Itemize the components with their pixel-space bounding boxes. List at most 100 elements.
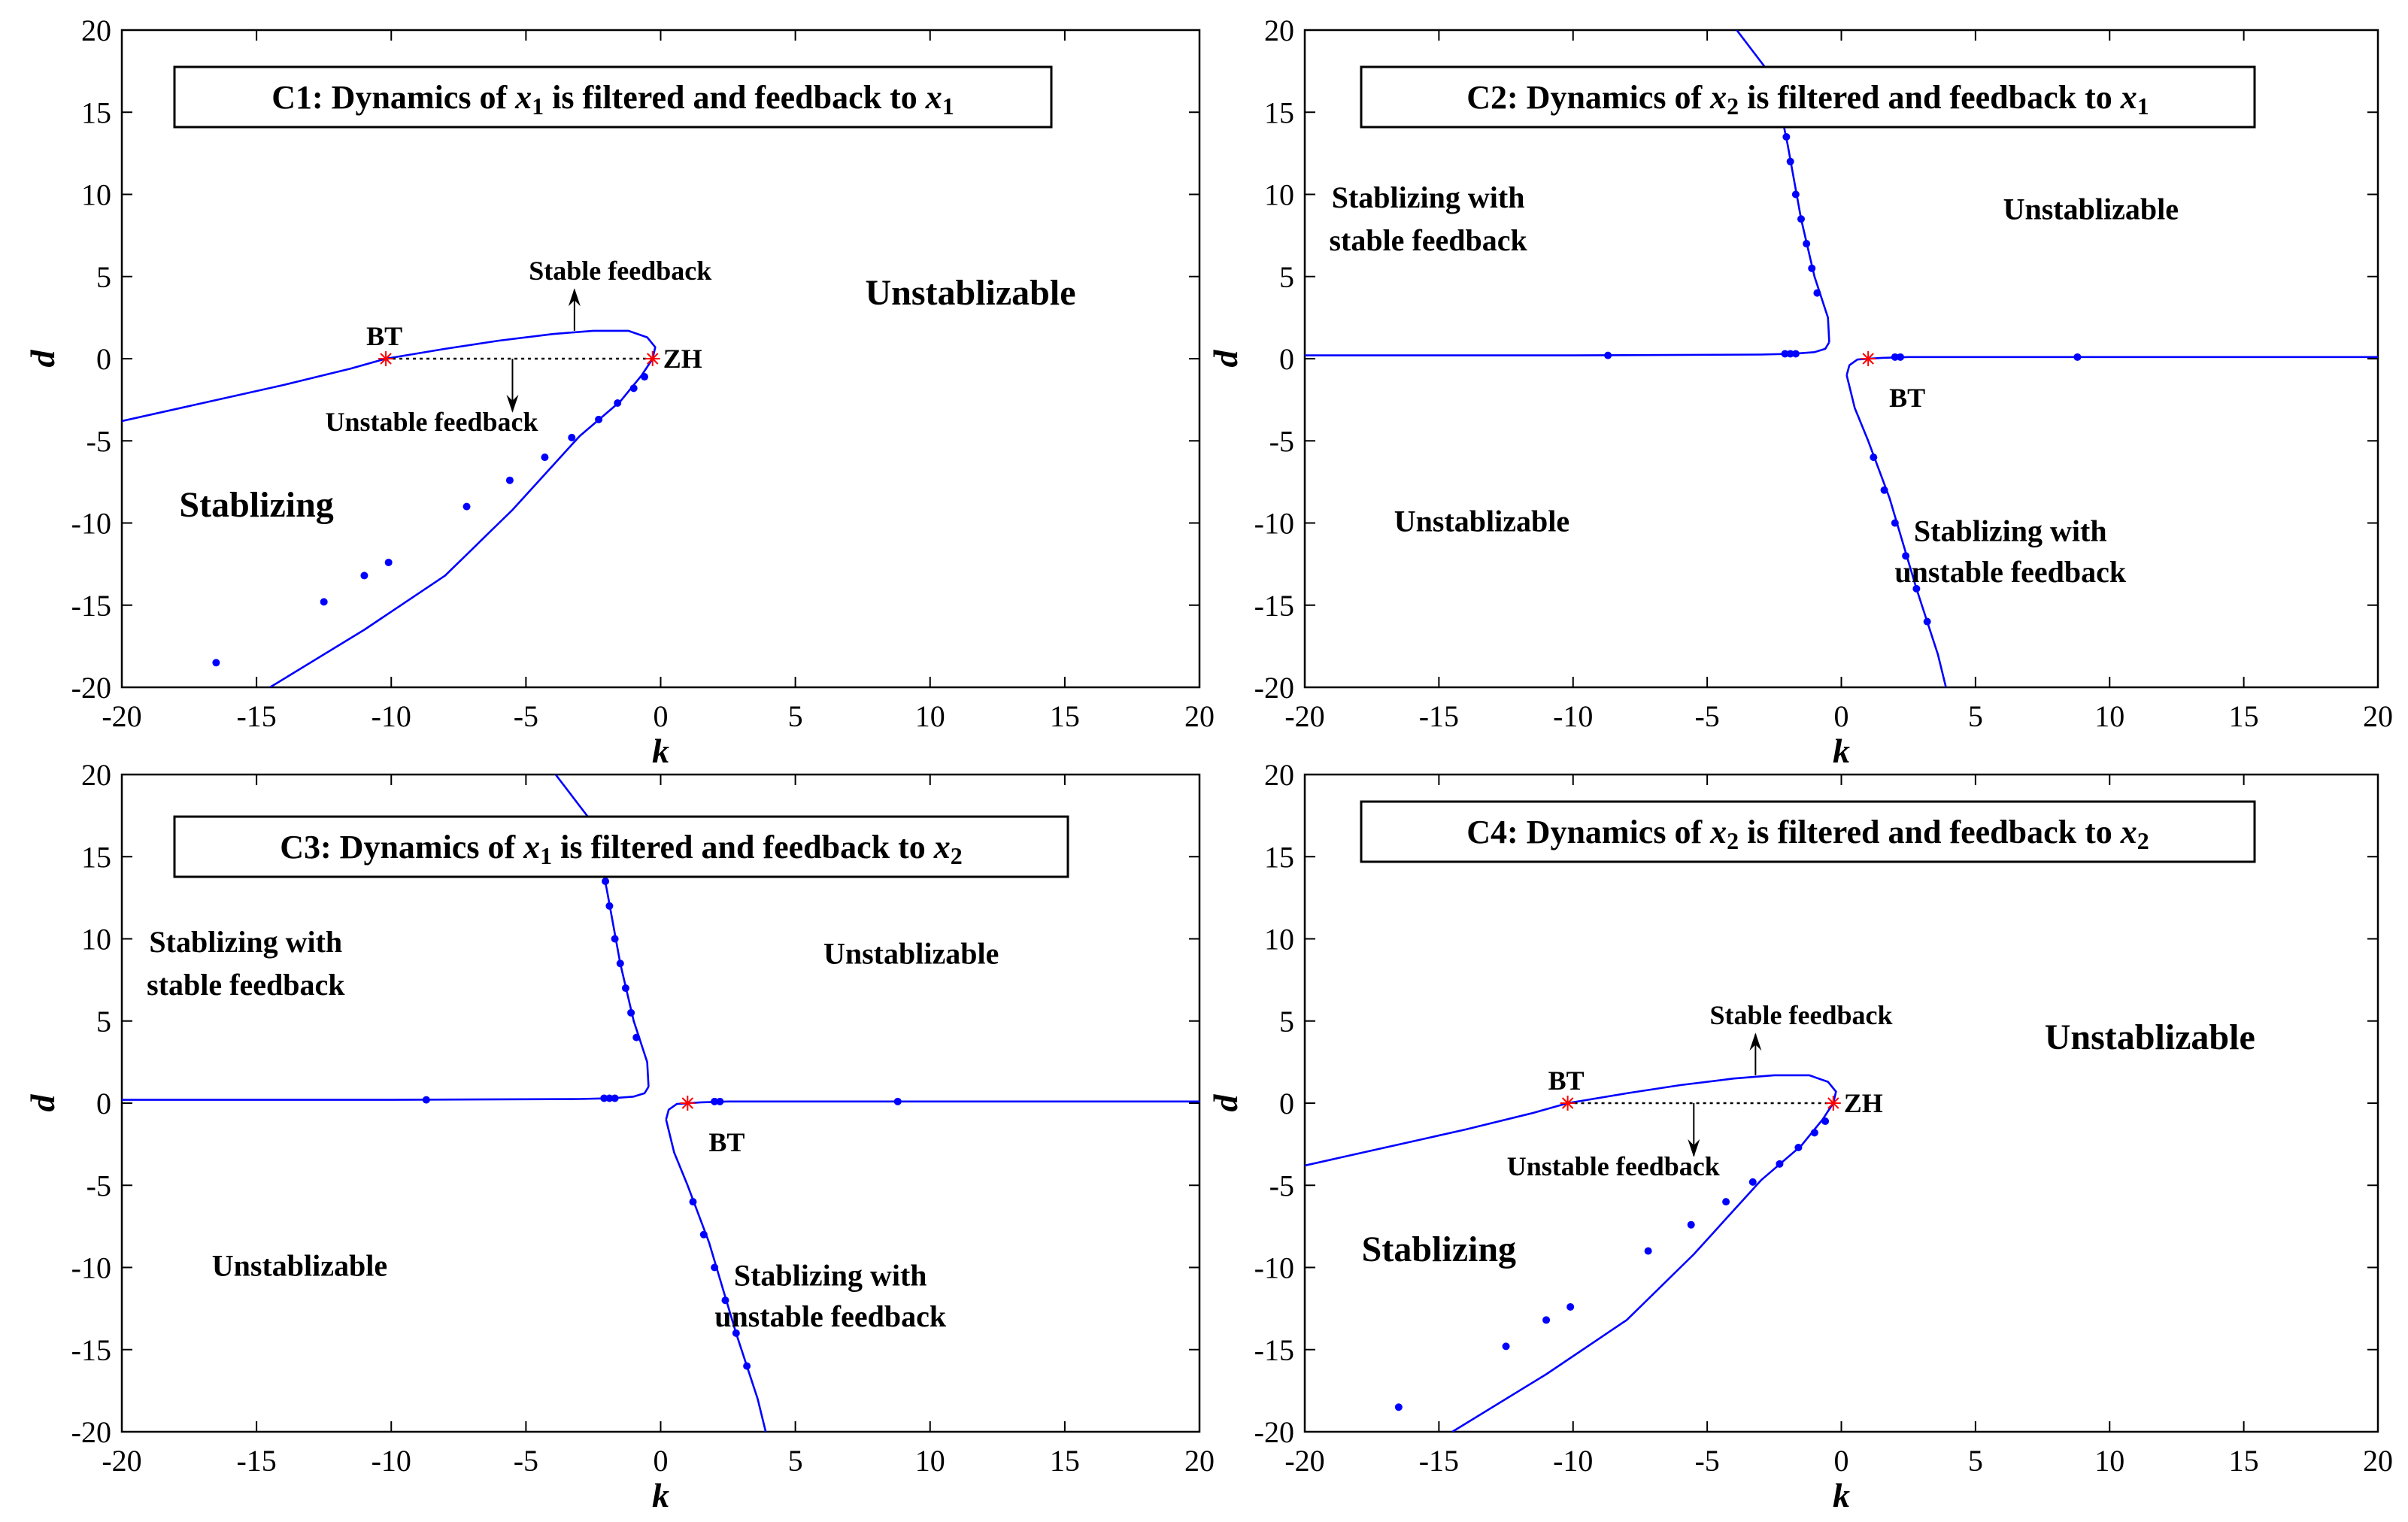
- chart-c1: -20 -15 -10 -5 0 5 10 15 20 -20 -15 -10 -5 0 5 10 15 20 k d…: [23, 14, 1215, 770]
- chart-c1-ytick-label: 5: [96, 260, 111, 294]
- chart-c3-title-sub2: 2: [951, 842, 963, 869]
- chart-c3-curve-dot: [632, 1033, 641, 1041]
- chart-c1-title-middle: is filtered and feedback to: [544, 79, 926, 116]
- chart-c1-axes-frame: [120, 29, 1201, 689]
- chart-c3-region-label: Unstablizable: [823, 936, 999, 970]
- chart-c3-curve-dot: [699, 1230, 708, 1239]
- chart-c3-ytick-label: -5: [86, 1169, 111, 1202]
- chart-c2-xtick-label: -15: [1419, 699, 1459, 733]
- chart-c2-ytick-label: 5: [1279, 260, 1294, 294]
- chart-c1-xtick-label: 20: [1184, 699, 1215, 733]
- chart-c2-region-label: unstable feedback: [1894, 555, 2127, 589]
- chart-c4-xtick-label: 0: [1834, 1444, 1849, 1478]
- chart-c1-xtick-label: 15: [1050, 699, 1080, 733]
- chart-c1-curve-dot: [320, 598, 328, 606]
- chart-c2-ytick-label: 20: [1264, 14, 1294, 47]
- chart-c1-xtick-label: -20: [102, 699, 141, 733]
- chart-c1-curve-dot: [629, 384, 638, 393]
- chart-c4-xtick-label: -10: [1553, 1444, 1593, 1478]
- chart-c4: -20 -15 -10 -5 0 5 10 15 20 -20 -15 -10 -5 0 5 10 15 20 k d…: [1206, 758, 2393, 1514]
- chart-c3: -20 -15 -10 -5 0 5 10 15 20 -20 -15 -10 -5 0 5 10 15 20 k d…: [23, 758, 1215, 1514]
- chart-c3-xtick-label: -5: [514, 1444, 538, 1478]
- chart-c3-ytick-label: 20: [81, 758, 111, 792]
- chart-c3-title-middle: is filtered and feedback to: [552, 829, 934, 866]
- chart-c3-ytick-label: -20: [71, 1415, 111, 1449]
- chart-c4-ytick-label: 20: [1264, 758, 1294, 792]
- chart-c2-title-sub1: 2: [1727, 92, 1739, 120]
- chart-c4-title-sub2: 2: [2137, 827, 2149, 854]
- chart-c4-curve-dot: [1776, 1160, 1784, 1168]
- chart-c2-curve-dot: [1912, 584, 1921, 593]
- chart-c3-curve-dot: [611, 935, 619, 943]
- chart-c3-ytick-label: -15: [71, 1333, 111, 1367]
- chart-c1-curve-dot: [614, 399, 622, 407]
- chart-c2-title-box: [1360, 65, 2256, 129]
- chart-c4-ytick-label: -20: [1254, 1415, 1294, 1449]
- chart-c1-xtick-label: -15: [236, 699, 276, 733]
- chart-c4-curve-dot: [1821, 1117, 1830, 1126]
- chart-c4-series-boundary: [1305, 1074, 1837, 1432]
- chart-c2-region-label: Unstablizable: [2003, 192, 2179, 226]
- chart-c2-curve-dot: [1781, 350, 1789, 358]
- chart-c3-region-label: unstable feedback: [714, 1299, 947, 1333]
- chart-c4-ytick-label: 15: [1264, 840, 1294, 874]
- chart-c1-ytick-label: -20: [71, 671, 111, 705]
- chart-c4-xtick-label: 20: [2363, 1444, 2393, 1478]
- chart-c3-curve-dot: [600, 1094, 608, 1102]
- chart-c4-xtick-label: -20: [1284, 1444, 1324, 1478]
- chart-c4-title: C4: Dynamics of x2 is filtered and feedb…: [1466, 814, 2149, 854]
- chart-c2-curve-dot: [1797, 215, 1805, 223]
- chart-c1-marker-zh: [644, 351, 660, 366]
- chart-c2-ytick-label: -20: [1254, 671, 1294, 705]
- chart-c1-curve-dot: [595, 415, 603, 423]
- chart-c4-ytick-label: 10: [1264, 923, 1294, 957]
- chart-c2-curve-dot: [1923, 617, 1931, 626]
- chart-c2-curve-dot: [1880, 486, 1888, 494]
- chart-c2-curve-dot: [1808, 264, 1816, 272]
- chart-c2-ytick-label: -10: [1254, 507, 1294, 541]
- chart-c4-curve-dot: [1722, 1198, 1730, 1206]
- chart-c4-curve-dot: [1810, 1129, 1818, 1137]
- chart-c3-series-lower-branch: [665, 1119, 767, 1432]
- chart-c2-ytick-label: -15: [1254, 589, 1294, 623]
- chart-c1-ylabel: d: [23, 350, 62, 368]
- chart-c4-ytick-label: -10: [1254, 1251, 1294, 1285]
- chart-c1-marker-bt: [378, 351, 394, 366]
- chart-c3-curve-dot: [732, 1329, 740, 1337]
- chart-c1-xtick-label: 0: [654, 699, 669, 733]
- chart-c3-region-label: Stablizing with: [149, 925, 342, 959]
- chart-c2-region-label: Stablizing with: [1914, 514, 2107, 548]
- chart-c2-xtick-label: -20: [1284, 699, 1324, 733]
- chart-c2-xtick-label: -10: [1553, 699, 1593, 733]
- chart-c2-xlabel: k: [1833, 732, 1850, 770]
- chart-c1-marker-label: BT: [366, 321, 402, 351]
- chart-c2-axes-frame: [1303, 29, 2379, 689]
- chart-c4-marker-bt: [1560, 1096, 1576, 1111]
- chart-c4-title-var1: x: [1709, 814, 1727, 850]
- chart-c4-region-label: Unstablizable: [2045, 1017, 2255, 1057]
- chart-c1-curve-dot: [212, 659, 220, 667]
- chart-c2-curve-dot: [1803, 240, 1811, 248]
- chart-c3-curve-dot: [422, 1096, 430, 1104]
- chart-c4-region-label: Stablizing: [1362, 1229, 1516, 1269]
- chart-c4-curve-dot: [1542, 1316, 1551, 1324]
- chart-c1-ytick-label: -15: [71, 589, 111, 623]
- chart-c2-curve-dot: [2073, 353, 2082, 361]
- chart-c3-curve-dot: [743, 1362, 751, 1370]
- chart-c3-curve-dot: [616, 960, 624, 968]
- chart-c2-ylabel: d: [1206, 350, 1245, 368]
- chart-c3-curve-dot: [689, 1198, 697, 1206]
- chart-c4-plot-area: [1305, 1074, 1837, 1432]
- chart-c1-ytick-label: -5: [86, 424, 111, 458]
- chart-c3-marker-label: BT: [708, 1127, 745, 1157]
- chart-c3-ylabel: d: [23, 1094, 62, 1112]
- chart-c4-xtick-label: 15: [2229, 1444, 2259, 1478]
- chart-c1-series-boundary: [122, 329, 657, 687]
- chart-c2-curve-dot: [1786, 350, 1794, 358]
- chart-c3-xtick-label: 15: [1050, 1444, 1080, 1478]
- chart-c3-xtick-label: 20: [1184, 1444, 1215, 1478]
- chart-c3-curve-dot: [611, 1094, 619, 1102]
- chart-c4-ytick-label: -5: [1269, 1169, 1294, 1202]
- chart-c2-curve-dot: [1870, 453, 1878, 462]
- chart-c3-title-var1: x: [523, 829, 540, 866]
